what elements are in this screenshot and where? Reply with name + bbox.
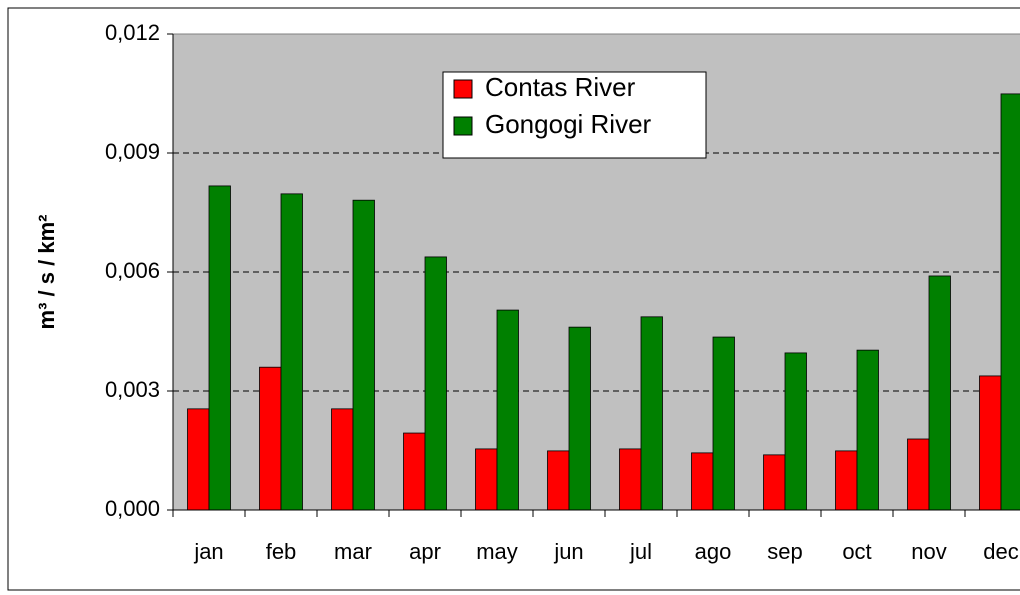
legend-swatch (453, 116, 473, 136)
bar (691, 452, 714, 511)
y-axis-label: m³ / s / km² (34, 215, 59, 330)
legend-box (442, 71, 707, 159)
bar (835, 450, 858, 511)
legend-label: Contas River (485, 72, 636, 102)
x-tick-label: jan (193, 539, 223, 564)
bar (259, 366, 282, 511)
x-tick-label: feb (266, 539, 297, 564)
y-tick-label: 0,000 (105, 496, 160, 521)
y-tick-label: 0,006 (105, 258, 160, 283)
y-tick-label: 0,012 (105, 20, 160, 45)
bar (856, 349, 879, 511)
bar (352, 199, 375, 511)
x-tick-label: oct (842, 539, 871, 564)
x-tick-label: dec (983, 539, 1018, 564)
y-tick-label: 0,003 (105, 377, 160, 402)
x-tick-label: mar (334, 539, 372, 564)
x-tick-label: may (476, 539, 518, 564)
bar (784, 352, 807, 511)
x-tick-label: ago (695, 539, 732, 564)
bar (907, 438, 930, 511)
bar (547, 450, 570, 511)
bar (979, 375, 1002, 511)
bar (1000, 93, 1020, 511)
bar (619, 448, 642, 511)
legend-swatch (453, 79, 473, 99)
bar (712, 336, 735, 511)
bar (331, 408, 354, 511)
x-tick-label: jun (553, 539, 583, 564)
bar (763, 454, 786, 511)
bar (568, 326, 591, 511)
legend-label: Gongogi River (485, 109, 652, 139)
bar (475, 448, 498, 511)
x-tick-label: nov (911, 539, 946, 564)
bar (187, 408, 210, 511)
bar (280, 193, 303, 511)
bar (208, 185, 231, 511)
x-tick-label: apr (409, 539, 441, 564)
bar (496, 309, 519, 511)
bar (640, 316, 663, 511)
x-tick-label: jul (629, 539, 652, 564)
bar (403, 432, 426, 511)
x-tick-label: sep (767, 539, 802, 564)
bar (928, 275, 951, 511)
y-tick-label: 0,009 (105, 139, 160, 164)
bar (424, 256, 447, 511)
